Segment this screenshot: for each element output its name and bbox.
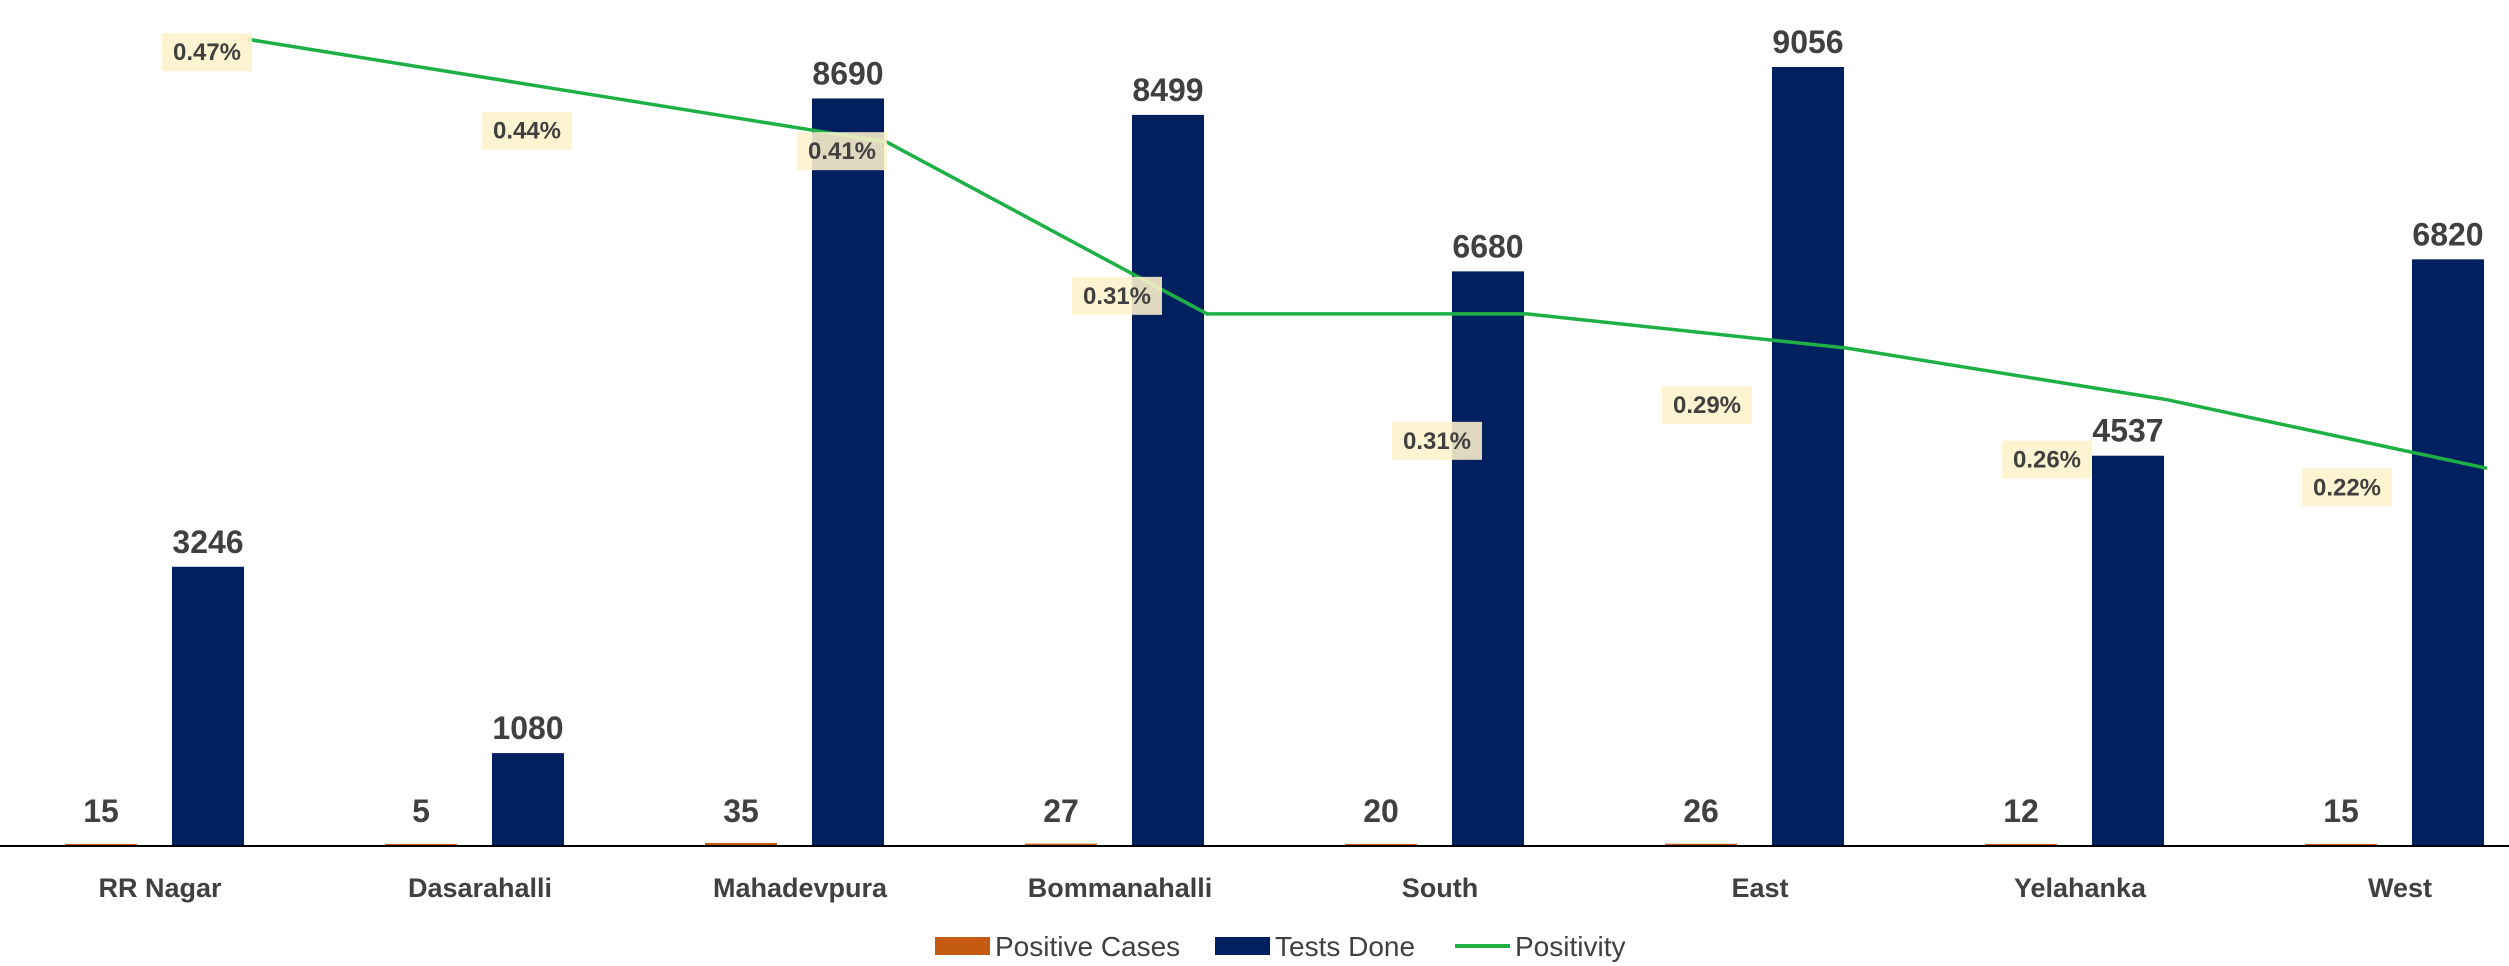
data-label-tests-done: 8690	[812, 55, 883, 91]
positivity-label-box	[1072, 276, 1162, 315]
legend-item-tests-done: Tests Done	[1215, 931, 1415, 962]
positivity-label-box	[797, 132, 887, 171]
bar-tests-done	[1772, 66, 1844, 846]
x-tick-label: RR Nagar	[98, 873, 222, 903]
legend-item-positivity: Positivity	[1455, 931, 1625, 962]
data-label-tests-done: 9056	[1772, 24, 1843, 60]
positivity-label-box	[2302, 468, 2392, 507]
data-label-positivity: 0.41%	[808, 138, 876, 165]
positivity-line	[246, 37, 2488, 471]
x-tick-label: Bommanahalli	[1028, 873, 1213, 903]
data-label-positive-cases: 35	[723, 793, 759, 829]
bar-labels-layer: 15 3246 5 1080 35 8690 27 8499 20 6680 26 9056 12 453…	[83, 24, 2483, 829]
data-label-positive-cases: 27	[1043, 793, 1079, 829]
x-tick-label: East	[1731, 873, 1788, 903]
data-label-positivity: 0.26%	[2013, 447, 2081, 474]
data-label-positivity: 0.44%	[493, 118, 561, 145]
data-label-positive-cases: 15	[2323, 793, 2359, 829]
bar-tests-done	[172, 566, 244, 846]
positivity-label-box	[162, 33, 252, 72]
x-tick-label: South	[1402, 873, 1478, 903]
data-label-positive-cases: 12	[2003, 793, 2039, 829]
bar-tests-done	[812, 98, 884, 846]
bar-tests-done	[1452, 271, 1524, 846]
x-tick-label: Mahadevpura	[713, 873, 888, 903]
data-label-positivity: 0.29%	[1673, 392, 1741, 419]
data-label-tests-done: 1080	[492, 710, 563, 746]
bar-positive-cases	[1025, 843, 1097, 846]
positivity-label-box	[482, 111, 572, 150]
bar-tests-done	[2092, 455, 2164, 846]
legend-label: Tests Done	[1275, 931, 1415, 962]
data-label-positivity: 0.22%	[2313, 474, 2381, 501]
data-label-tests-done: 4537	[2092, 413, 2163, 449]
data-label-positive-cases: 5	[412, 793, 430, 829]
legend-label: Positivity	[1515, 931, 1625, 962]
x-tick-label: Yelahanka	[2014, 873, 2147, 903]
bars-layer	[65, 66, 2484, 847]
data-label-tests-done: 3246	[172, 524, 243, 560]
legend-label: Positive Cases	[995, 931, 1180, 962]
bar-positive-cases	[705, 842, 777, 846]
bar-tests-done	[2412, 259, 2484, 846]
x-tick-label: West	[2368, 873, 2432, 903]
bar-tests-done	[1132, 114, 1204, 847]
data-label-tests-done: 6820	[2412, 216, 2483, 252]
data-label-positive-cases: 26	[1683, 793, 1719, 829]
data-label-positivity: 0.31%	[1083, 283, 1151, 310]
data-label-positivity: 0.47%	[173, 39, 241, 66]
legend-swatch	[1215, 937, 1270, 955]
bar-tests-done	[492, 753, 564, 846]
bar-positive-cases	[1665, 843, 1737, 846]
data-label-positivity: 0.31%	[1403, 428, 1471, 455]
positivity-label-box	[2002, 440, 2092, 479]
data-label-positive-cases: 15	[83, 793, 119, 829]
legend-swatch	[935, 937, 990, 955]
positivity-line-layer: 0.47% 0.44% 0.41% 0.31% 0.31% 0.29% 0.26% 0.22%	[162, 33, 2488, 507]
category-labels-layer: RR Nagar Dasarahalli Mahadevpura Bommanahal…	[98, 873, 2432, 903]
data-label-tests-done: 6680	[1452, 228, 1523, 264]
legend-item-positive-cases: Positive Cases	[935, 931, 1180, 962]
legend: Positive Cases Tests Done Positivity	[935, 931, 1625, 962]
data-label-tests-done: 8499	[1132, 72, 1203, 108]
x-tick-label: Dasarahalli	[408, 873, 552, 903]
positivity-label-box	[1392, 421, 1482, 460]
positivity-label-box	[1662, 386, 1752, 425]
data-label-positive-cases: 20	[1363, 793, 1399, 829]
